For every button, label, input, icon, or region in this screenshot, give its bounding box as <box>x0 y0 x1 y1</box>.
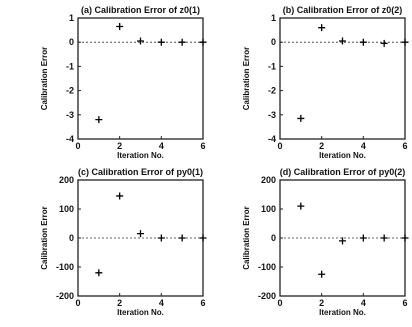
x-tick-label: 0 <box>277 298 282 308</box>
data-point-marker <box>178 38 186 46</box>
plot-frame <box>77 17 204 140</box>
data-point-marker <box>199 38 207 46</box>
data-point-marker <box>137 230 144 238</box>
y-tick-label: -3 <box>66 110 74 120</box>
data-point-marker <box>297 202 305 210</box>
x-tick-label: 0 <box>277 141 282 151</box>
x-tick-label: 0 <box>75 141 80 151</box>
x-tick-label: 4 <box>159 298 164 308</box>
y-tick-label: 100 <box>59 204 74 214</box>
y-tick-label: -200 <box>258 291 276 301</box>
x-tick-label: 2 <box>319 298 324 308</box>
y-tick-label: -200 <box>56 291 74 301</box>
x-tick-label: 2 <box>319 141 324 151</box>
x-axis-label: Iteration No. <box>319 151 366 160</box>
chart-title: (d) Calibration Error of py0(2) <box>280 167 406 177</box>
x-tick-label: 0 <box>75 298 80 308</box>
x-tick-label: 2 <box>117 298 122 308</box>
y-tick-label: 0 <box>271 37 276 47</box>
y-tick-label: -4 <box>268 134 276 144</box>
x-axis-label: Iteration No. <box>117 151 164 160</box>
data-point-marker <box>339 237 346 245</box>
data-point-marker <box>359 234 367 242</box>
chart-panel-1: (a) Calibration Error of z0(1) Iteration … <box>40 5 207 160</box>
y-tick-label: 200 <box>261 175 276 185</box>
y-tick-label: 0 <box>69 233 74 243</box>
y-tick-label: 1 <box>69 13 74 23</box>
y-tick-label: -4 <box>66 134 74 144</box>
x-tick-label: 2 <box>117 141 122 151</box>
data-point-marker <box>318 270 326 278</box>
y-tick-label: 200 <box>59 175 74 185</box>
x-tick-label: 6 <box>200 141 205 151</box>
y-axis-label: Calibration Error <box>242 206 251 270</box>
data-point-marker <box>199 234 207 242</box>
y-tick-label: -2 <box>66 86 74 96</box>
y-tick-label: -3 <box>268 110 276 120</box>
x-axis-label: Iteration No. <box>117 308 164 317</box>
y-tick-label: 1 <box>271 13 276 23</box>
y-tick-label: -2 <box>268 86 276 96</box>
y-tick-label: 0 <box>69 37 74 47</box>
chart-title: (b) Calibration Error of z0(2) <box>283 5 403 15</box>
data-point-marker <box>157 38 165 46</box>
data-point-marker <box>137 37 144 45</box>
data-point-marker <box>157 234 165 242</box>
y-tick-label: 0 <box>271 233 276 243</box>
chart-panel-3: (c) Calibration Error of py0(1) Iteration… <box>40 167 207 317</box>
data-point-marker <box>116 22 124 30</box>
y-tick-label: -1 <box>268 61 276 71</box>
data-point-marker <box>178 234 186 242</box>
chart-panel-2: (b) Calibration Error of z0(2) Iteration … <box>242 5 409 160</box>
x-tick-label: 4 <box>361 298 366 308</box>
x-tick-label: 6 <box>402 298 407 308</box>
y-tick-label: 100 <box>261 204 276 214</box>
chart-title: (c) Calibration Error of py0(1) <box>78 167 203 177</box>
plot-frame <box>279 17 406 140</box>
data-point-marker <box>95 116 103 124</box>
data-point-marker <box>318 24 326 32</box>
x-tick-label: 6 <box>200 298 205 308</box>
y-tick-label: -1 <box>66 61 74 71</box>
data-point-marker <box>401 234 409 242</box>
y-axis-label: Calibration Error <box>242 47 251 111</box>
chart-title: (a) Calibration Error of z0(1) <box>81 5 200 15</box>
data-point-marker <box>297 114 305 122</box>
y-axis-label: Calibration Error <box>40 206 49 270</box>
x-tick-label: 4 <box>361 141 366 151</box>
x-tick-label: 6 <box>402 141 407 151</box>
y-tick-label: -100 <box>258 262 276 272</box>
data-point-marker <box>95 269 103 277</box>
data-point-marker <box>380 234 388 242</box>
data-point-marker <box>401 38 409 46</box>
data-point-marker <box>116 192 124 200</box>
y-tick-label: -100 <box>56 262 74 272</box>
data-point-marker <box>359 38 367 46</box>
data-point-marker <box>380 39 388 47</box>
y-axis-label: Calibration Error <box>40 47 49 111</box>
chart-panel-4: (d) Calibration Error of py0(2) Iteration… <box>242 167 409 317</box>
data-point-marker <box>339 37 346 45</box>
x-axis-label: Iteration No. <box>319 308 366 317</box>
x-tick-label: 4 <box>159 141 164 151</box>
